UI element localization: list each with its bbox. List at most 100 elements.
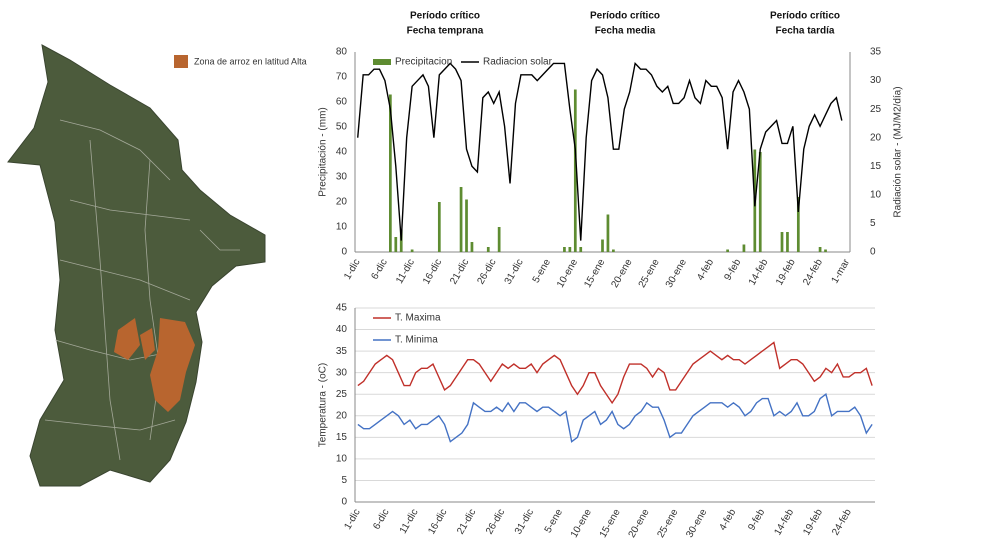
annotation: Período crítico [590, 11, 660, 22]
x-tick-label: 9-feb [746, 507, 767, 533]
y-tick-label: 10 [336, 222, 348, 233]
bar [568, 247, 572, 252]
y-tick-label: 50 [336, 122, 348, 133]
y-tick-label: 45 [336, 303, 348, 314]
bar [780, 232, 784, 252]
x-tick-label: 20-ene [627, 507, 652, 540]
y-axis-title: Temperatura - (oC) [318, 363, 329, 447]
x-tick-label: 6-dic [369, 257, 389, 281]
x-tick-label: 1-dic [342, 257, 362, 281]
legend-label: Precipitacion [395, 57, 452, 68]
bar [465, 199, 468, 252]
x-tick-label: 14-feb [772, 507, 796, 537]
bar [563, 247, 566, 252]
legend-label: T. Maxima [395, 313, 441, 324]
x-tick-label: 26-dic [484, 507, 507, 536]
bar [824, 249, 827, 252]
bar [758, 152, 762, 252]
x-tick-label: 5-ene [543, 507, 566, 535]
bar [497, 227, 501, 252]
y-tick-label: 20 [336, 197, 348, 208]
bar [410, 249, 414, 252]
x-tick-label: 30-ene [684, 507, 709, 540]
y2-tick-label: 30 [870, 75, 882, 86]
y-tick-label: 40 [336, 147, 348, 158]
y2-axis-title: Radiación solar - (MJ/M2/día) [893, 86, 904, 217]
annotation: Período crítico [770, 11, 840, 22]
x-tick-label: 24-feb [801, 257, 825, 287]
annotation: Fecha tardía [776, 26, 835, 37]
y2-tick-label: 20 [870, 132, 882, 143]
y2-tick-label: 10 [870, 189, 882, 200]
x-tick-label: 30-ene [664, 257, 689, 290]
x-tick-label: 21-dic [448, 257, 471, 286]
bar [796, 197, 800, 252]
x-tick-label: 25-ene [637, 257, 662, 290]
legend-label: T. Minima [395, 335, 438, 346]
y2-tick-label: 5 [870, 218, 876, 229]
bar [399, 229, 403, 252]
y-tick-label: 25 [336, 389, 348, 400]
y2-tick-label: 35 [870, 47, 882, 58]
x-tick-label: 26-dic [475, 257, 498, 286]
y-tick-label: 20 [336, 410, 348, 421]
y-tick-label: 60 [336, 97, 348, 108]
line [357, 61, 843, 241]
x-tick-label: 10-ene [569, 507, 594, 540]
x-tick-label: 10-ene [555, 257, 580, 290]
y-tick-label: 0 [341, 497, 347, 508]
x-tick-label: 15-ene [582, 257, 607, 290]
bar [742, 244, 746, 252]
y-tick-label: 30 [336, 367, 348, 378]
y-axis-title: Precipitación - (mm) [318, 107, 329, 196]
map: Zona de arroz en latitud Alta [7, 44, 307, 487]
bar [579, 247, 583, 252]
x-tick-label: 21-dic [455, 507, 478, 536]
bar [437, 202, 441, 252]
x-tick-label: 9-feb [722, 257, 743, 283]
bar [459, 187, 463, 252]
bar [601, 239, 604, 252]
annotation: Fecha temprana [407, 26, 484, 37]
x-tick-label: 5-ene [531, 257, 554, 285]
line [357, 341, 873, 405]
x-tick-label: 11-dic [394, 257, 417, 285]
y-tick-label: 40 [336, 324, 348, 335]
annotation: Fecha media [595, 26, 656, 37]
x-tick-label: 25-ene [655, 507, 680, 540]
bar [606, 214, 610, 252]
x-tick-label: 6-dic [371, 507, 391, 531]
map-region [7, 44, 266, 487]
x-tick-label: 19-feb [801, 507, 825, 537]
bar [470, 242, 474, 252]
y2-tick-label: 0 [870, 247, 876, 258]
y-tick-label: 35 [336, 346, 348, 357]
x-tick-label: 20-ene [609, 257, 634, 290]
x-tick-label: 1-mar [830, 257, 853, 286]
map-legend: Zona de arroz en latitud Alta [194, 56, 307, 66]
x-tick-label: 4-feb [717, 507, 738, 533]
x-tick-label: 19-feb [774, 257, 798, 287]
x-tick-label: 24-feb [830, 507, 854, 537]
annotation: Período crítico [410, 11, 480, 22]
y2-tick-label: 15 [870, 161, 882, 172]
x-tick-label: 15-ene [598, 507, 623, 540]
legend-swatch [373, 59, 391, 65]
bar [394, 237, 398, 252]
x-tick-label: 14-feb [747, 257, 771, 287]
bar [786, 232, 789, 252]
bar [573, 89, 577, 252]
y-tick-label: 10 [336, 454, 348, 465]
bar [726, 249, 729, 252]
x-tick-label: 31-dic [513, 507, 536, 536]
x-tick-label: 31-dic [503, 257, 526, 286]
y-tick-label: 0 [341, 247, 347, 258]
x-tick-label: 16-dic [421, 257, 444, 286]
line [357, 393, 873, 443]
y-tick-label: 30 [336, 172, 348, 183]
x-tick-label: 16-dic [426, 507, 449, 536]
bar [818, 247, 822, 252]
x-tick-label: 11-dic [398, 507, 421, 535]
map-borders [44, 119, 240, 461]
